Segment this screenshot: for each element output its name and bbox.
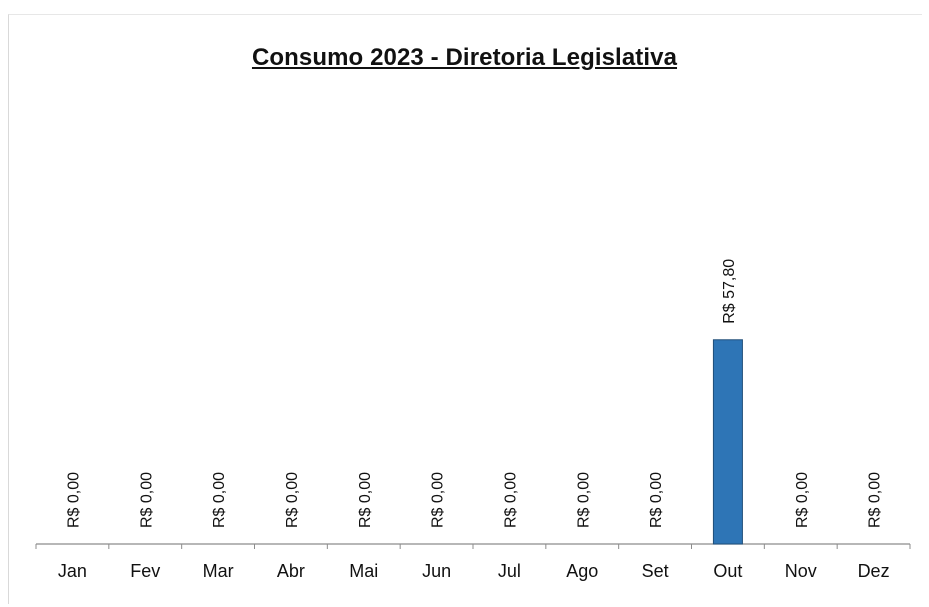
data-label: R$ 0,00 [648,472,665,528]
data-label: R$ 0,00 [575,472,592,528]
data-label: R$ 0,00 [867,472,884,528]
axis-layer [35,543,911,549]
labels-layer: Jan R$ 0,00 Fev R$ 0,00 Mar R$ 0,00 Abr R$ 0,00… [58,259,890,581]
data-label: R$ 0,00 [502,472,519,528]
bar-out [712,339,743,545]
data-label: R$ 57,80 [721,259,738,324]
data-label: R$ 0,00 [430,472,447,528]
data-label: R$ 0,00 [211,472,228,528]
chart-frame [8,14,922,604]
x-tick-label: Jun [422,561,451,581]
data-label: R$ 0,00 [138,472,155,528]
x-tick-label: Mar [203,561,234,581]
bars-layer [712,339,743,545]
x-tick-label: Jan [58,561,87,581]
x-tick-label: Jul [498,561,521,581]
chart-title: Consumo 2023 - Diretoria Legislativa [251,44,678,71]
x-tick-label: Ago [566,561,598,581]
x-tick-label: Fev [130,561,160,581]
x-tick-label: Set [642,561,669,581]
x-tick-label: Dez [858,561,890,581]
x-tick-label: Nov [785,561,817,581]
data-label: R$ 0,00 [65,472,82,528]
data-label: R$ 0,00 [284,472,301,528]
data-label: R$ 0,00 [794,472,811,528]
x-tick-label: Abr [277,561,305,581]
x-tick-label: Mai [349,561,378,581]
data-label: R$ 0,00 [357,472,374,528]
x-tick-label: Out [713,561,742,581]
